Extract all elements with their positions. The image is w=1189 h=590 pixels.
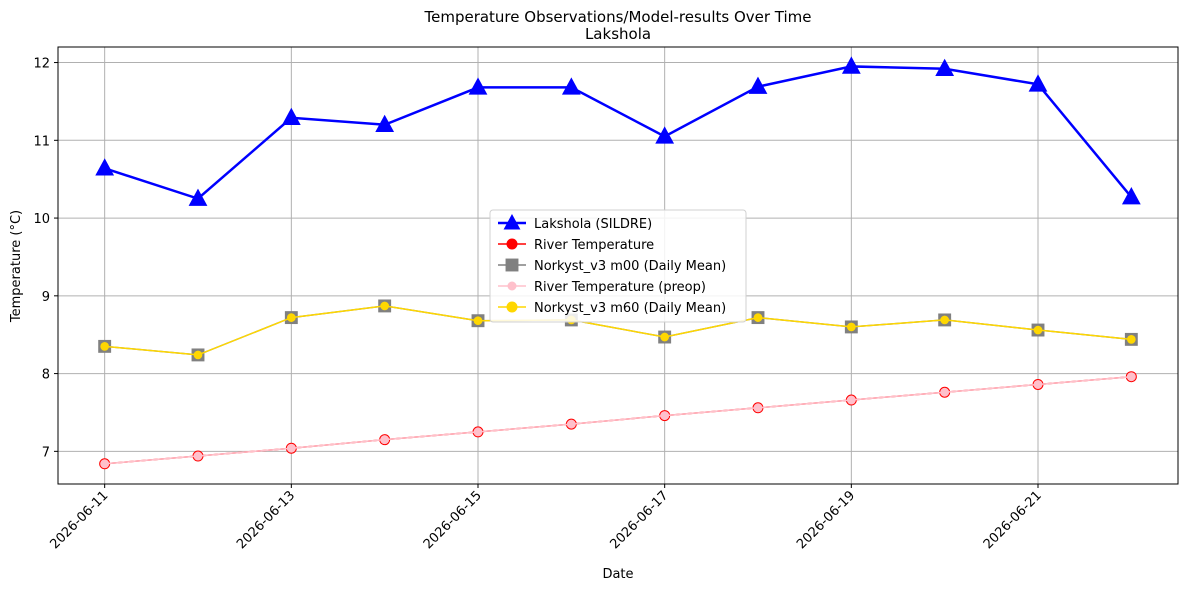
legend: Lakshola (SILDRE) River Temperature Norkys…	[489, 209, 747, 323]
data-point	[100, 459, 109, 468]
data-point	[1033, 325, 1043, 335]
legend-label: Norkyst_v3 m60 (Daily Mean)	[534, 301, 726, 316]
series-line	[104, 65, 1133, 201]
legend-marker	[507, 281, 517, 291]
data-point	[193, 350, 203, 360]
y-axis-label: Temperature (°C)	[9, 210, 24, 323]
data-point	[380, 435, 389, 444]
data-point	[95, 158, 115, 176]
data-point	[468, 77, 488, 95]
legend-marker	[506, 238, 518, 250]
x-tick-label: 2026-06-15	[421, 488, 485, 552]
data-point	[473, 316, 483, 326]
legend-label: River Temperature (preop)	[534, 280, 706, 295]
series-3	[100, 372, 1136, 468]
x-tick-label: 2026-06-19	[794, 488, 858, 552]
data-point	[846, 322, 856, 332]
legend-marker	[505, 258, 519, 272]
data-point	[1121, 187, 1141, 205]
x-axis-label: Date	[602, 567, 633, 582]
legend-entry: Lakshola (SILDRE)	[498, 213, 652, 232]
y-tick-label: 7	[42, 445, 50, 460]
data-point	[194, 452, 202, 461]
data-point	[375, 114, 395, 133]
grid	[58, 47, 1178, 484]
data-point	[474, 427, 482, 436]
data-point	[1127, 372, 1136, 381]
data-point	[660, 332, 670, 342]
legend-marker	[506, 301, 518, 313]
data-point	[748, 76, 768, 94]
chart-subtitle: Lakshola	[585, 25, 651, 43]
data-point	[847, 396, 856, 405]
y-tick-label: 12	[33, 57, 50, 72]
legend-entry: Norkyst_v3 m00 (Daily Mean)	[498, 258, 726, 274]
y-tick-label: 11	[33, 134, 50, 149]
legend-label: Norkyst_v3 m00 (Daily Mean)	[534, 259, 726, 274]
data-point	[935, 58, 955, 77]
data-point	[841, 56, 861, 74]
data-point	[753, 313, 763, 322]
data-point	[940, 315, 950, 325]
y-tick-label: 9	[42, 290, 50, 305]
legend-entry: River Temperature (preop)	[498, 280, 706, 295]
y-tick-label: 10	[33, 212, 50, 227]
data-point	[754, 403, 762, 412]
data-point	[940, 388, 949, 397]
data-point	[281, 107, 301, 126]
x-tick-label: 2026-06-13	[234, 488, 298, 552]
chart-title: Temperature Observations/Model-results O…	[423, 8, 811, 26]
y-tick-label: 8	[42, 368, 50, 383]
data-point	[561, 77, 581, 95]
legend-box	[489, 209, 747, 323]
series-line	[104, 375, 1132, 465]
legend-entry: River Temperature	[498, 238, 654, 253]
data-point	[1126, 335, 1136, 344]
data-point	[655, 126, 675, 144]
series-0	[95, 56, 1141, 206]
x-tick-label: 2026-06-17	[607, 488, 671, 552]
data-point	[1028, 74, 1048, 92]
legend-entry: Norkyst_v3 m60 (Daily Mean)	[498, 301, 726, 316]
plot-frame	[57, 46, 1179, 485]
x-tick-label: 2026-06-11	[47, 488, 111, 552]
legend-label: Lakshola (SILDRE)	[534, 217, 652, 232]
x-tick-label: 2026-06-21	[981, 488, 1045, 552]
data-point	[188, 188, 208, 206]
data-point	[1034, 380, 1042, 389]
data-point	[286, 313, 296, 322]
series-line	[104, 305, 1132, 356]
legend-marker	[503, 213, 521, 230]
legend-label: River Temperature	[534, 238, 654, 253]
data-point	[380, 301, 390, 311]
data-point	[287, 444, 296, 453]
data-point	[100, 342, 110, 351]
data-point	[660, 411, 669, 420]
data-point	[567, 420, 576, 429]
